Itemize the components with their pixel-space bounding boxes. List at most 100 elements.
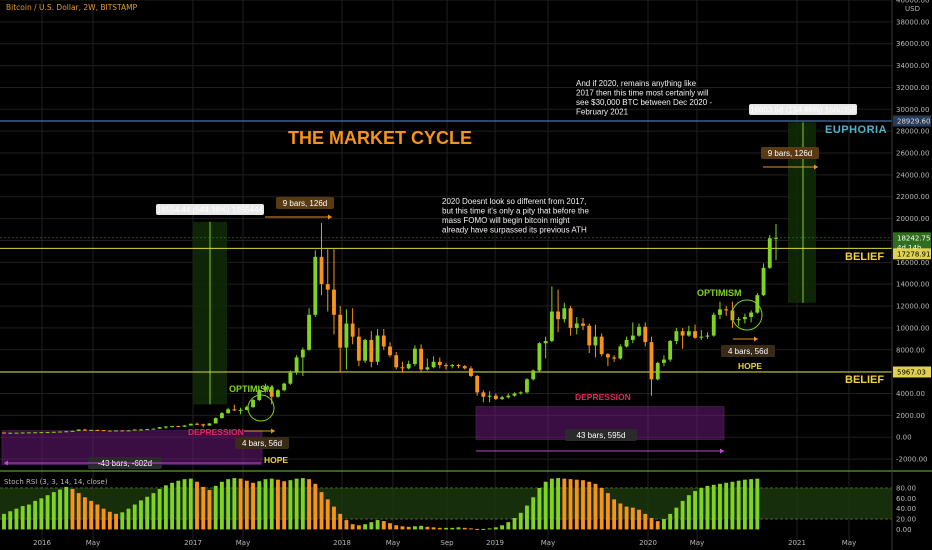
candle-body xyxy=(313,256,318,315)
candle-body xyxy=(456,365,461,367)
label-euphoria: EUPHORIA xyxy=(825,124,887,136)
stoch-tick-label: 0.00 xyxy=(896,526,912,534)
label-optimism-2020: OPTIMISM xyxy=(697,288,742,298)
candle-body xyxy=(126,430,131,432)
stoch-bar xyxy=(605,493,610,530)
stoch-bar xyxy=(581,480,585,530)
stoch-bar xyxy=(288,480,293,530)
bars-arrow-2020-head xyxy=(814,164,818,170)
candle-body xyxy=(338,314,343,348)
candle-body xyxy=(543,341,548,344)
stoch-bar xyxy=(219,481,224,530)
y-tick-label: 24000.00 xyxy=(896,171,929,179)
optimism-circle-2017 xyxy=(247,394,275,422)
bars-dep-2019-bg xyxy=(565,429,637,441)
stoch-bar xyxy=(14,508,19,530)
candle-body xyxy=(549,311,554,342)
symbol-header: Bitcoin / U.S. Dollar, 2W, BITSTAMP xyxy=(6,3,138,12)
measure-label-2020: 16603.58 (134.46%) 1660358 xyxy=(750,106,856,115)
stoch-bar xyxy=(506,522,511,530)
stoch-bar xyxy=(188,478,193,530)
stoch-bar xyxy=(587,481,592,530)
candle-body xyxy=(749,312,754,317)
stoch-bar xyxy=(132,504,137,530)
x-tick-label: May xyxy=(690,539,704,547)
candle-body xyxy=(599,336,604,355)
candle-body xyxy=(693,331,697,338)
candle-body xyxy=(232,409,237,411)
note-2020-line: And if 2020, remains anything like xyxy=(576,79,697,88)
candle-body xyxy=(226,409,231,414)
stoch-bar xyxy=(64,486,69,530)
candle-body xyxy=(20,432,25,434)
stoch-bar xyxy=(450,527,455,530)
bars-arrow-2017-head xyxy=(328,214,332,220)
y-tick-label: 36000.00 xyxy=(896,40,929,48)
candle-body xyxy=(139,429,143,431)
stoch-bar xyxy=(618,503,623,530)
candle-body xyxy=(643,326,648,343)
stoch-bar xyxy=(481,528,486,530)
y-tick-label: 12000.00 xyxy=(896,303,929,311)
stoch-bar xyxy=(89,500,94,530)
stoch-bar xyxy=(562,478,567,530)
candle-body xyxy=(400,367,405,369)
candle-body xyxy=(724,309,729,311)
stoch-bar xyxy=(493,527,498,530)
candle-body xyxy=(680,331,685,336)
y-tick-label: 40000.00 xyxy=(896,0,929,5)
stoch-tick-label: 60.00 xyxy=(896,495,916,503)
candle-body xyxy=(39,432,44,434)
candle-body xyxy=(699,336,704,338)
candle-body xyxy=(612,357,617,359)
candle-body xyxy=(51,431,56,433)
y-tick-label: 28000.00 xyxy=(896,128,929,136)
candle-body xyxy=(319,256,324,285)
stoch-tick-label: 80.00 xyxy=(896,484,916,492)
stoch-bar xyxy=(400,526,405,530)
stoch-bar xyxy=(363,524,368,530)
tag-belief-bottom-bg xyxy=(893,366,931,378)
x-tick-label: 2017 xyxy=(184,539,202,547)
candle-body xyxy=(163,426,168,428)
y-tick-label: 8000.00 xyxy=(896,346,925,354)
stoch-bar xyxy=(151,493,156,530)
candle-body xyxy=(307,314,311,350)
stoch-bar xyxy=(655,521,660,530)
stoch-bar xyxy=(475,528,480,530)
note-2020-line: February 2021 xyxy=(576,108,629,117)
candle-body xyxy=(269,386,274,397)
stoch-bar xyxy=(518,512,523,530)
x-tick-label: Sep xyxy=(440,539,454,547)
candle-body xyxy=(300,349,305,358)
stoch-bar xyxy=(537,487,542,530)
bars-label-2020: 9 bars, 126d xyxy=(768,149,812,158)
stoch-bar xyxy=(742,479,747,530)
candle-body xyxy=(344,323,349,348)
y-tick-label: -2000.00 xyxy=(896,456,927,464)
stoch-bar xyxy=(39,498,44,530)
stoch-bar xyxy=(269,478,274,530)
currency-label: USD xyxy=(905,5,920,13)
stoch-bar xyxy=(157,488,162,530)
candle-body xyxy=(742,316,747,320)
candle-body xyxy=(188,423,193,426)
x-tick-label: May xyxy=(86,539,100,547)
stoch-bar xyxy=(674,507,679,530)
stoch-bar xyxy=(599,487,604,530)
candle-body xyxy=(531,370,536,380)
stoch-bar xyxy=(344,520,349,530)
candle-body xyxy=(70,430,75,432)
candle-body xyxy=(157,427,162,429)
shaded-bands xyxy=(1,122,816,465)
label-hope-2017: HOPE xyxy=(264,455,288,465)
stoch-bar xyxy=(251,482,255,530)
stoch-bar xyxy=(76,493,81,530)
y-tick-label: 22000.00 xyxy=(896,193,929,201)
stoch-bar xyxy=(612,499,617,530)
candle-body xyxy=(381,335,386,347)
stoch-rsi-pane: Stoch RSI (3, 3, 14, 14, close) xyxy=(0,470,932,530)
stoch-bar xyxy=(437,527,442,530)
measure-label-2017: 16554.44 (544.36%) 1655444 xyxy=(157,206,263,215)
